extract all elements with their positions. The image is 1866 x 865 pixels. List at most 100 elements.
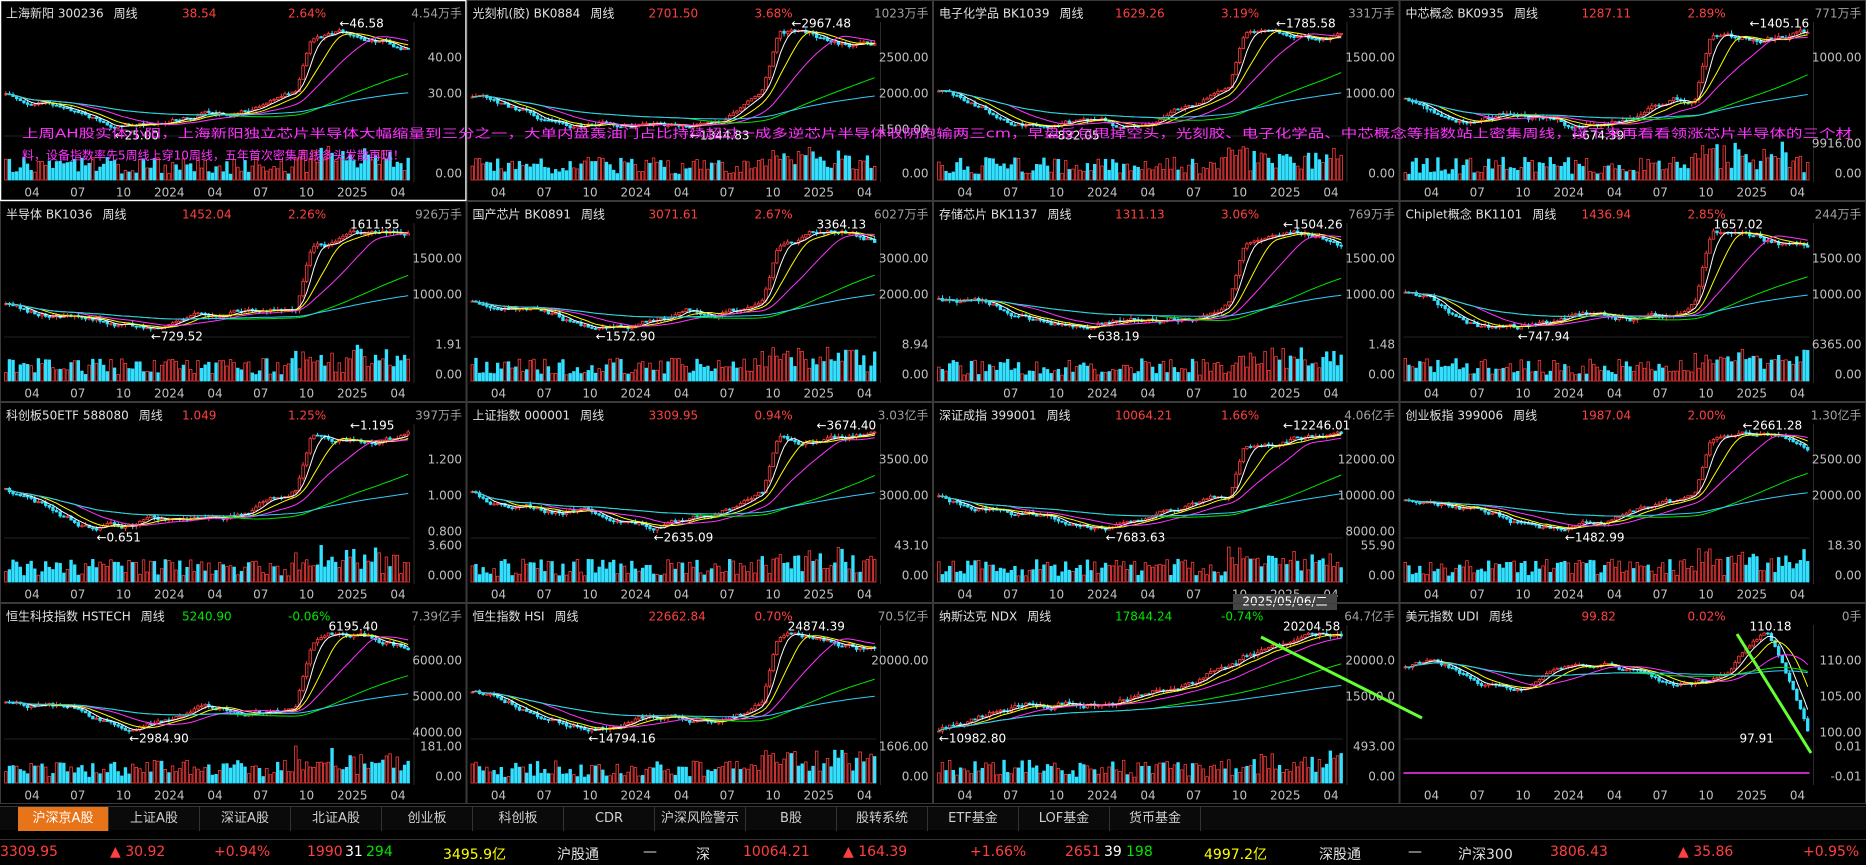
volume-bar (1230, 149, 1235, 181)
volume-bar (18, 566, 22, 583)
volume-bar (1751, 355, 1755, 382)
volume-bar (836, 150, 841, 181)
panel-name: 上证指数 000001 (473, 408, 571, 423)
volume-bar (691, 566, 696, 583)
volume-bar (225, 365, 229, 382)
candle-body (539, 118, 543, 121)
candle-body (1187, 105, 1191, 107)
volume-bar (940, 165, 945, 181)
x-tick-label: 04 (390, 588, 405, 602)
panel-name: 科创板50ETF 588080 (6, 409, 129, 423)
volume-bar (36, 358, 41, 382)
volume-bar (1325, 564, 1329, 583)
volume-bar (54, 161, 59, 181)
volume-bar (709, 162, 714, 181)
candle-body (1027, 315, 1032, 320)
volume-bar (1429, 172, 1433, 181)
candle-body (485, 693, 489, 696)
volume-bar (402, 562, 407, 583)
x-tick-label: 07 (70, 387, 85, 401)
volume-bar (1132, 561, 1137, 583)
volume-bar (326, 362, 331, 382)
volume-bar (1285, 154, 1289, 181)
volume-bar (1450, 572, 1455, 583)
volume-bar (742, 160, 746, 181)
volume-bar (286, 363, 291, 382)
candle-body (1274, 234, 1278, 237)
volume-bar (381, 358, 385, 382)
x-tick-label: 07 (1470, 387, 1485, 401)
volume-bar (1802, 349, 1806, 382)
low-label: ←747.94 (1518, 330, 1570, 344)
candle-body (1530, 523, 1534, 526)
volume-bar (87, 566, 91, 583)
moving-average (472, 491, 875, 515)
volume-bar (1223, 157, 1227, 181)
candle-body (1248, 242, 1253, 245)
volume-bar (568, 571, 572, 583)
volume-bar (301, 149, 305, 181)
volume-bar (844, 155, 848, 181)
volume-bar (1537, 162, 1542, 181)
volume-bar (1490, 168, 1494, 181)
volume-bar (83, 771, 88, 784)
volume-bar (399, 360, 403, 382)
volume-tick-label: 8.94 (902, 338, 929, 352)
volume-bar (1093, 368, 1097, 382)
volume-bar (218, 770, 222, 784)
volume-bar (123, 362, 128, 382)
candle-body (54, 510, 59, 513)
candle-body (65, 516, 70, 518)
x-tick-label: 04 (674, 588, 689, 602)
volume-bar (724, 366, 728, 382)
volume-bar (474, 564, 478, 583)
volume-bar (1421, 362, 1426, 382)
candle-body (488, 305, 493, 309)
volume-bar (62, 572, 66, 583)
volume-bar (1172, 564, 1177, 583)
candle-body (1719, 232, 1723, 234)
panel-price: 1287.11 (1582, 7, 1632, 21)
candle-body (597, 513, 601, 516)
volume-bar (1071, 371, 1075, 382)
volume-bar (724, 761, 728, 784)
volume-bar (167, 359, 171, 382)
volume-bar (728, 366, 732, 382)
volume-bar (131, 368, 135, 382)
volume-bar (1027, 172, 1032, 181)
volume-bar (1566, 157, 1571, 181)
candle-body (764, 77, 768, 91)
candle-body (546, 510, 551, 513)
panel-volume: 1.30亿手 (1811, 408, 1862, 423)
volume-bar (1711, 565, 1716, 583)
volume-bar (702, 160, 706, 181)
candle-body (1454, 506, 1458, 509)
candle-body (1143, 320, 1148, 323)
candle-body (399, 47, 403, 50)
candle-body (615, 520, 619, 523)
volume-bar (228, 565, 233, 583)
candle-body (1285, 441, 1289, 444)
candle-body (1708, 442, 1712, 456)
volume-bar (575, 558, 580, 583)
candle-body (62, 106, 66, 109)
volume-bar (308, 565, 312, 583)
chart-grid: 上海新阳 300236 周线 38.54 2.64% 4.54万手40.0030.000… (0, 0, 1866, 806)
x-tick-label: 04 (1323, 387, 1338, 401)
volume-bar (688, 167, 692, 181)
candle-body (1715, 230, 1719, 234)
volume-bar (998, 165, 1003, 181)
volume-bar (586, 558, 590, 583)
volume-bar (1045, 165, 1050, 181)
volume-bar (102, 563, 106, 583)
volume-bar (829, 565, 833, 583)
volume-bar (330, 352, 334, 382)
volume-bar (1418, 565, 1422, 583)
volume-bar (40, 363, 44, 382)
candle-body (1490, 326, 1494, 329)
x-tick-label: 07 (537, 387, 552, 401)
volume-bar (984, 371, 988, 382)
candles (4, 630, 410, 784)
volume-bar (91, 558, 95, 583)
volume-bar (1064, 367, 1068, 382)
